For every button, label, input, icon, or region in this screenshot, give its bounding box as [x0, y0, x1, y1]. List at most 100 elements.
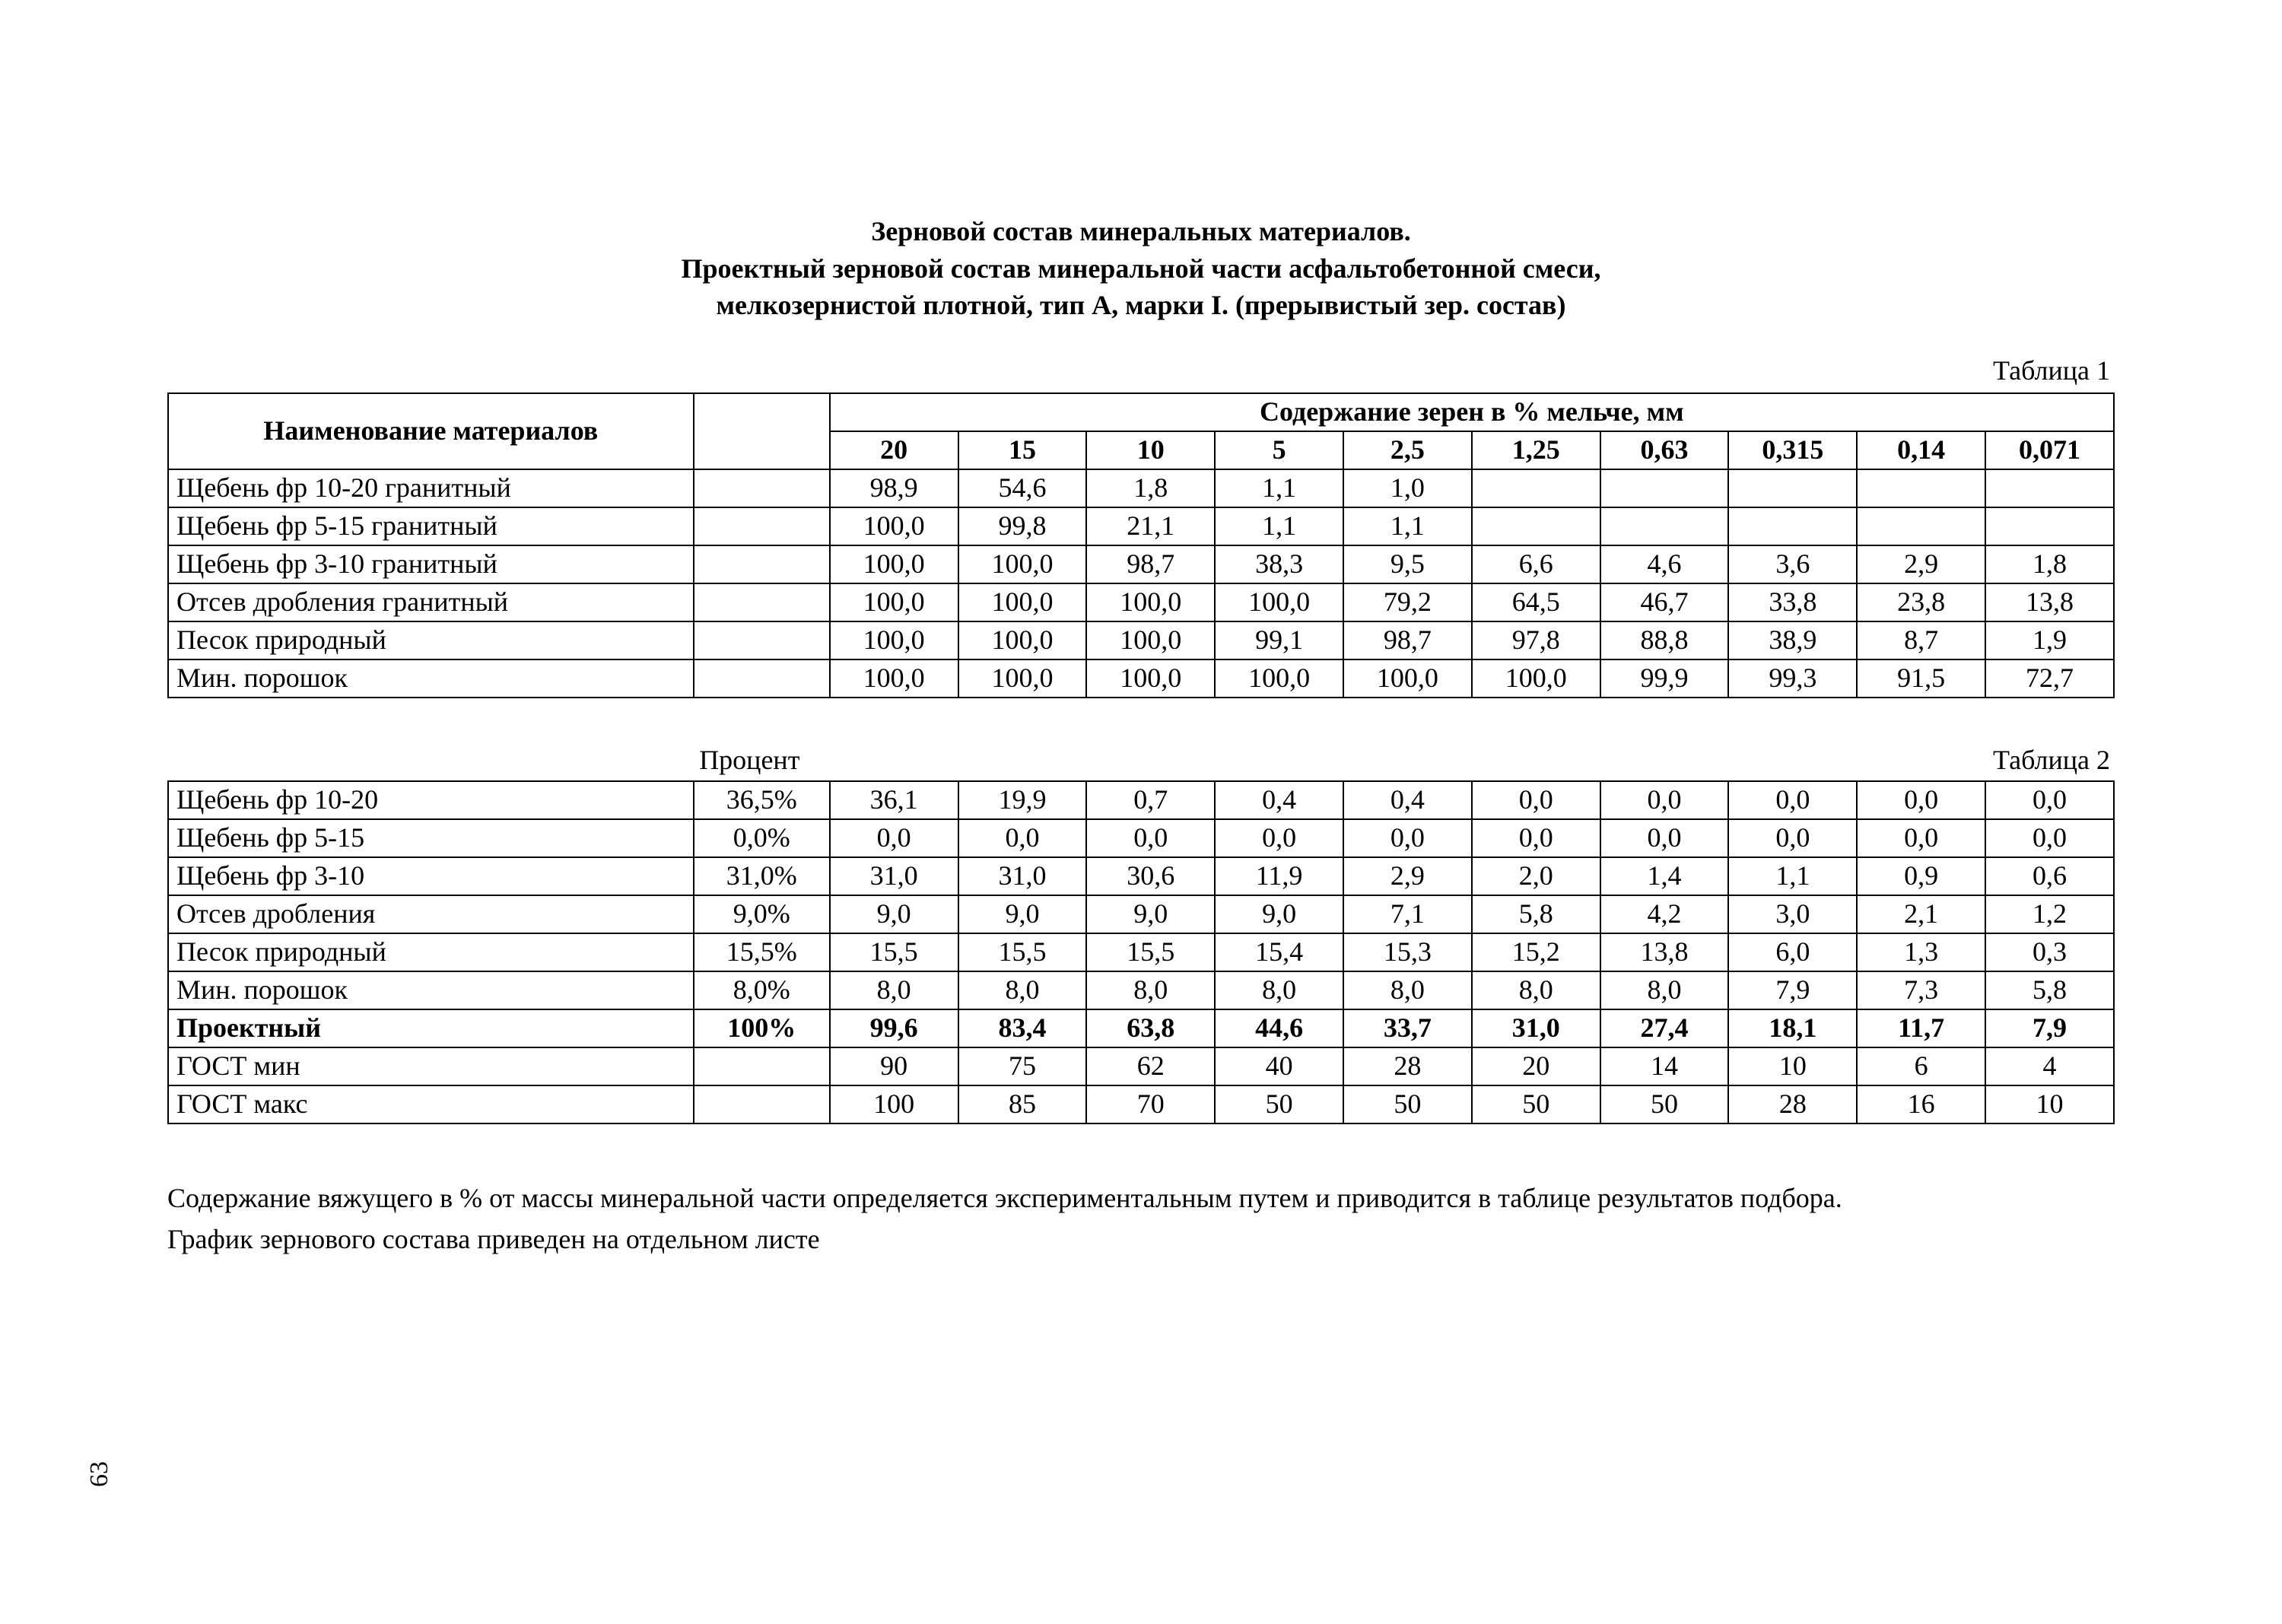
value-cell: 6 [1857, 1047, 1985, 1085]
table2-caption-row: Процент Таблица 2 [167, 698, 2115, 780]
value-cell: 10 [1728, 1047, 1857, 1085]
value-cell: 8,0 [1600, 971, 1729, 1009]
table-row: ГОСТ мин907562402820141064 [168, 1047, 2114, 1085]
table1-col-header: 0,315 [1728, 431, 1857, 469]
table1-col-header: 5 [1215, 431, 1343, 469]
table1-col-header: 0,14 [1857, 431, 1985, 469]
value-cell: 75 [958, 1047, 1087, 1085]
value-cell: 0,0 [1728, 819, 1857, 857]
value-cell [1985, 507, 2114, 545]
table-row: Щебень фр 5-150,0%0,00,00,00,00,00,00,00… [168, 819, 2114, 857]
table-row: Песок природный15,5%15,515,515,515,415,3… [168, 933, 2114, 971]
value-cell: 7,9 [1985, 1009, 2114, 1047]
value-cell: 0,0 [1472, 781, 1600, 819]
value-cell: 83,4 [958, 1009, 1087, 1047]
percent-cell [694, 1085, 830, 1123]
value-cell [1600, 507, 1729, 545]
value-cell: 13,8 [1600, 933, 1729, 971]
value-cell: 50 [1472, 1085, 1600, 1123]
material-name: Отсев дробления [168, 895, 694, 933]
percent-cell [694, 1047, 830, 1085]
value-cell: 100 [830, 1085, 958, 1123]
value-cell: 20 [1472, 1047, 1600, 1085]
value-cell: 8,0 [1215, 971, 1343, 1009]
grain-table-2: Щебень фр 10-2036,5%36,119,90,70,40,40,0… [167, 780, 2115, 1124]
value-cell: 63,8 [1086, 1009, 1215, 1047]
value-cell: 100,0 [958, 659, 1087, 698]
value-cell: 8,0 [958, 971, 1087, 1009]
value-cell: 1,1 [1728, 857, 1857, 895]
table-row: ГОСТ макс100857050505050281610 [168, 1085, 2114, 1123]
table-row: Щебень фр 5-15 гранитный100,099,821,11,1… [168, 507, 2114, 545]
value-cell: 8,0 [830, 971, 958, 1009]
table1-col-header: 0,63 [1600, 431, 1729, 469]
value-cell: 100,0 [958, 545, 1087, 583]
value-cell: 98,7 [1343, 621, 1472, 659]
value-cell: 97,8 [1472, 621, 1600, 659]
value-cell: 15,2 [1472, 933, 1600, 971]
value-cell [1600, 469, 1729, 507]
table1-header-blank [694, 393, 830, 469]
value-cell: 1,1 [1215, 507, 1343, 545]
value-cell: 100,0 [1472, 659, 1600, 698]
title-line-3: мелкозернистой плотной, тип А, марки I. … [167, 287, 2115, 324]
table1-col-header: 1,25 [1472, 431, 1600, 469]
value-cell: 0,0 [1600, 781, 1729, 819]
value-cell: 7,9 [1728, 971, 1857, 1009]
value-cell: 99,8 [958, 507, 1087, 545]
value-cell: 100,0 [830, 621, 958, 659]
value-cell: 98,9 [830, 469, 958, 507]
blank-cell [694, 469, 830, 507]
material-name: Щебень фр 3-10 гранитный [168, 545, 694, 583]
value-cell: 10 [1985, 1085, 2114, 1123]
table-row: Щебень фр 10-20 гранитный98,954,61,81,11… [168, 469, 2114, 507]
value-cell: 7,1 [1343, 895, 1472, 933]
material-name: Проектный [168, 1009, 694, 1047]
material-name: ГОСТ мин [168, 1047, 694, 1085]
table2-percent-label: Процент [167, 744, 799, 776]
value-cell: 7,3 [1857, 971, 1985, 1009]
title-block: Зерновой состав минеральных материалов. … [167, 213, 2115, 324]
value-cell: 21,1 [1086, 507, 1215, 545]
value-cell: 0,0 [1985, 819, 2114, 857]
value-cell: 33,7 [1343, 1009, 1472, 1047]
value-cell: 0,0 [1086, 819, 1215, 857]
value-cell: 1,1 [1215, 469, 1343, 507]
value-cell: 1,3 [1857, 933, 1985, 971]
material-name: Мин. порошок [168, 971, 694, 1009]
value-cell: 16 [1857, 1085, 1985, 1123]
value-cell: 11,7 [1857, 1009, 1985, 1047]
table1-body: Щебень фр 10-20 гранитный98,954,61,81,11… [168, 469, 2114, 698]
blank-cell [694, 545, 830, 583]
value-cell: 0,0 [1600, 819, 1729, 857]
table2-body: Щебень фр 10-2036,5%36,119,90,70,40,40,0… [168, 781, 2114, 1123]
value-cell: 8,7 [1857, 621, 1985, 659]
percent-cell: 15,5% [694, 933, 830, 971]
percent-cell: 8,0% [694, 971, 830, 1009]
value-cell [1728, 469, 1857, 507]
value-cell: 1,4 [1600, 857, 1729, 895]
table1-header-name: Наименование материалов [168, 393, 694, 469]
material-name: Песок природный [168, 933, 694, 971]
value-cell: 9,0 [830, 895, 958, 933]
percent-cell: 9,0% [694, 895, 830, 933]
value-cell: 46,7 [1600, 583, 1729, 621]
value-cell: 3,0 [1728, 895, 1857, 933]
value-cell: 100,0 [830, 583, 958, 621]
table-row: Щебень фр 3-1031,0%31,031,030,611,92,92,… [168, 857, 2114, 895]
value-cell: 2,9 [1343, 857, 1472, 895]
value-cell: 100,0 [830, 659, 958, 698]
material-name: Мин. порошок [168, 659, 694, 698]
material-name: Отсев дробления гранитный [168, 583, 694, 621]
grain-table-1: Наименование материалов Содержание зерен… [167, 392, 2115, 698]
table2-caption: Таблица 2 [799, 744, 2115, 776]
material-name: ГОСТ макс [168, 1085, 694, 1123]
value-cell: 100,0 [1215, 583, 1343, 621]
value-cell: 0,4 [1215, 781, 1343, 819]
value-cell: 31,0 [1472, 1009, 1600, 1047]
value-cell: 23,8 [1857, 583, 1985, 621]
page-number: 63 [85, 1461, 114, 1487]
table-row: Песок природный100,0100,0100,099,198,797… [168, 621, 2114, 659]
table1-header-group: Содержание зерен в % мельче, мм [830, 393, 2114, 431]
table-row: Щебень фр 3-10 гранитный100,0100,098,738… [168, 545, 2114, 583]
